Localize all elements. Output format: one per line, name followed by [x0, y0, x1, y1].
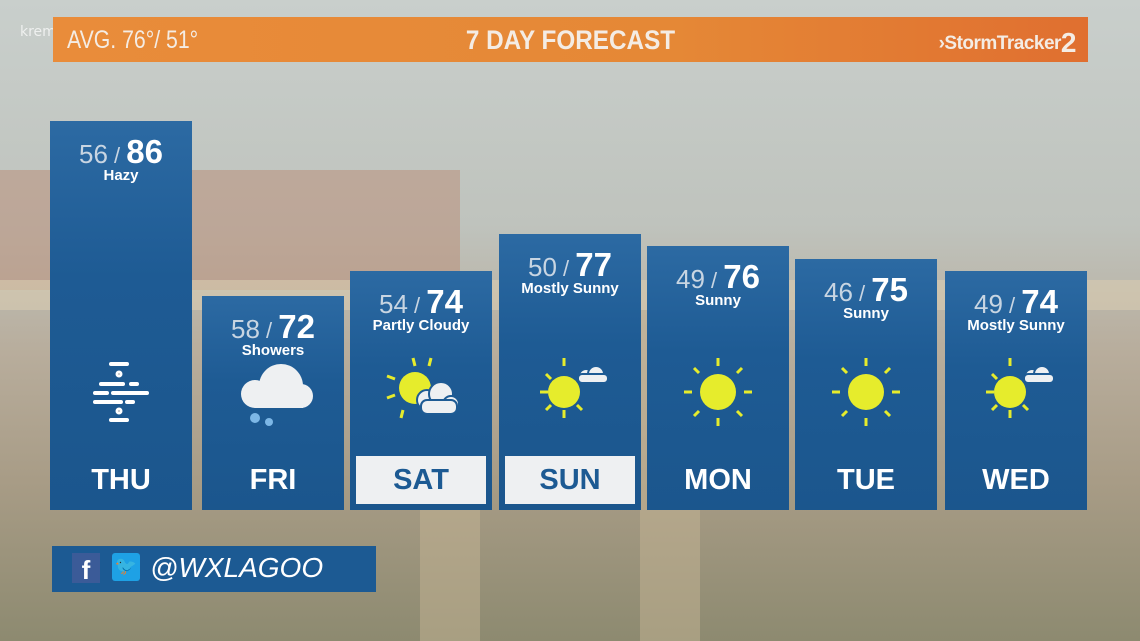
day-card-mon: 49 / 76 Sunny MON [647, 246, 789, 510]
social-handle: @WXLAGOO [150, 552, 324, 583]
high-temp: 77 [575, 246, 612, 283]
day-label: SUN [505, 456, 635, 504]
facebook-icon: f [72, 553, 100, 585]
high-temp: 76 [723, 258, 760, 295]
condition-label: Sunny [695, 292, 741, 309]
low-temp: 56 [79, 139, 108, 169]
header-bar: AVG. 76°/ 51° 7 DAY FORECAST ›StormTrack… [53, 17, 1088, 62]
low-temp: 49 [974, 289, 1003, 319]
temps: 56 / 86 [79, 133, 163, 170]
day-card-sun: 50 / 77 Mostly Sunny SUN [499, 234, 641, 510]
day-card-tue: 46 / 75 Sunny TUE [795, 259, 937, 510]
high-temp: 72 [278, 308, 315, 345]
haze-icon [93, 362, 149, 422]
low-temp: 46 [824, 277, 853, 307]
mostly-sunny-icon [986, 358, 1055, 418]
temps: 49 / 74 [974, 283, 1058, 320]
high-temp: 74 [426, 283, 463, 320]
average-temps: AVG. 76°/ 51° [67, 26, 199, 54]
low-temp: 54 [379, 289, 408, 319]
social-bar: f 🐦 @WXLAGOO [52, 546, 376, 592]
day-label: WED [982, 464, 1050, 496]
temps: 49 / 76 [676, 258, 760, 295]
partly-cloudy-icon [386, 357, 460, 419]
high-temp: 86 [126, 133, 163, 170]
day-card-wed: 49 / 74 Mostly Sunny WED [945, 271, 1087, 510]
condition-label: Sunny [843, 305, 889, 322]
condition-label: Partly Cloudy [372, 317, 470, 334]
temps: 46 / 75 [824, 271, 908, 308]
low-temp: 49 [676, 264, 705, 294]
day-label: FRI [249, 464, 297, 496]
sun-icon [832, 358, 900, 426]
day-card-sat: 54 / 74 Partly Cloudy SAT [350, 271, 492, 510]
condition-label: Mostly Sunny [521, 280, 619, 297]
temps: 50 / 77 [528, 246, 612, 283]
twitter-icon: 🐦 [112, 553, 140, 581]
low-temp: 58 [231, 314, 260, 344]
day-label: MON [684, 464, 752, 496]
condition-label: Hazy [103, 167, 139, 184]
stormtracker-logo: ›StormTracker2 [938, 27, 1077, 58]
temps: 54 / 74 [379, 283, 463, 320]
mostly-sunny-icon [540, 358, 609, 418]
day-label: TUE [837, 464, 895, 496]
day-label: THU [91, 464, 151, 496]
temps: 58 / 72 [231, 308, 315, 345]
day-card-fri: 58 / 72 Showers FRI [202, 296, 344, 510]
low-temp: 50 [528, 252, 557, 282]
sun-icon [684, 358, 752, 426]
condition-label: Mostly Sunny [967, 317, 1065, 334]
high-temp: 74 [1021, 283, 1058, 320]
page-title: 7 DAY FORECAST [465, 25, 676, 55]
day-card-thu: 56 / 86 Hazy THU [50, 121, 192, 510]
condition-label: Showers [241, 342, 305, 359]
rain-cloud-icon [241, 364, 313, 426]
day-label: SAT [356, 456, 486, 504]
high-temp: 75 [871, 271, 908, 308]
